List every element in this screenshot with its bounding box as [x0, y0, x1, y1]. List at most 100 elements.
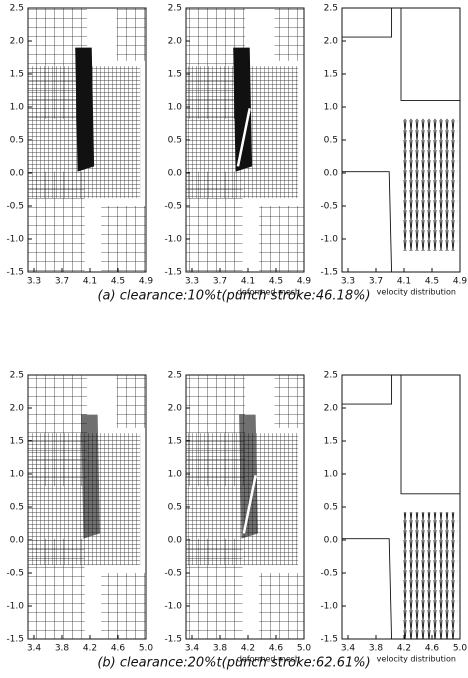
y-tick-label: -1.5 [6, 268, 24, 278]
y-tick-label: 0.5 [324, 136, 338, 146]
y-tick-label: 2.5 [168, 4, 182, 14]
x-tick-label: 4.2 [241, 644, 255, 654]
x-tick-label: 4.9 [139, 277, 154, 287]
mesh-right [259, 206, 304, 272]
y-tick-label: -1.0 [164, 602, 182, 612]
y-tick-label: -1.5 [320, 268, 338, 278]
y-tick-label: 1.0 [324, 470, 339, 480]
punch-outline [342, 8, 460, 101]
x-tick-label: 5.0 [139, 644, 154, 654]
y-tick-label: 0.0 [10, 169, 25, 179]
y-tick-label: 2.0 [324, 37, 339, 47]
y-tick-label: 1.5 [168, 437, 182, 447]
y-tick-label: -1.0 [320, 602, 338, 612]
panel-label: velocity distribution [377, 655, 456, 664]
y-tick-label: 1.0 [10, 103, 25, 113]
y-tick-label: 1.5 [324, 70, 338, 80]
x-tick-label: 4.6 [269, 644, 284, 654]
y-tick-label: 2.5 [324, 371, 338, 381]
punch-zone [239, 414, 258, 539]
y-tick-label: -1.5 [164, 268, 182, 278]
mesh-right [259, 573, 304, 639]
panel-label: velocity distribution [377, 288, 456, 297]
panel: 2.5 2.0 1.5 1.0 0.5 0.0 -0.5 -1.0 -1.53.4 3.8 4.2 4… [6, 371, 153, 654]
y-tick-label: 1.5 [168, 70, 182, 80]
y-tick-label: 1.0 [168, 103, 183, 113]
x-tick-label: 4.9 [297, 277, 312, 287]
y-tick-label: 0.0 [168, 169, 183, 179]
y-tick-label: -1.0 [6, 235, 24, 245]
x-tick-label: 3.4 [185, 644, 200, 654]
y-tick-label: 0.5 [324, 503, 338, 513]
x-tick-label: 3.8 [55, 644, 70, 654]
x-tick-label: 3.7 [369, 277, 383, 287]
y-tick-label: 0.0 [324, 169, 339, 179]
mesh-top-right [116, 375, 146, 428]
x-tick-label: 4.5 [269, 277, 283, 287]
y-tick-label: -0.5 [6, 569, 24, 579]
x-tick-label: 5.0 [453, 644, 468, 654]
y-tick-label: -0.5 [320, 202, 338, 212]
y-tick-label: 1.5 [324, 437, 338, 447]
y-tick-label: 2.0 [10, 37, 25, 47]
y-tick-label: 2.5 [10, 371, 24, 381]
y-tick-label: 2.0 [10, 404, 25, 414]
punch-zone [233, 47, 253, 172]
mesh-right [101, 206, 146, 272]
y-tick-label: -1.0 [320, 235, 338, 245]
figure-caption: (a) clearance:10%t(punch stroke:46.18%) [97, 289, 370, 304]
x-tick-label: 4.1 [83, 277, 97, 287]
y-tick-label: 2.5 [324, 4, 338, 14]
velocity-field [401, 512, 458, 639]
panel-label: deformed mesh [237, 288, 300, 297]
panel-label: deformed mesh [237, 655, 300, 664]
x-tick-label: 4.2 [83, 644, 97, 654]
x-tick-label: 3.7 [55, 277, 69, 287]
y-tick-label: 0.0 [10, 536, 25, 546]
mesh-top-right [274, 8, 304, 61]
y-tick-label: -0.5 [164, 202, 182, 212]
x-tick-label: 4.6 [111, 644, 126, 654]
y-tick-label: 2.5 [168, 371, 182, 381]
y-tick-label: -1.0 [6, 602, 24, 612]
mesh-top-right [116, 8, 146, 61]
x-tick-label: 4.6 [425, 644, 440, 654]
x-tick-label: 4.1 [397, 277, 411, 287]
y-tick-label: 1.5 [10, 70, 24, 80]
y-tick-label: 2.0 [168, 404, 183, 414]
die-outline [342, 538, 393, 640]
y-tick-label: -1.0 [164, 235, 182, 245]
y-tick-label: 2.5 [10, 4, 24, 14]
y-tick-label: -0.5 [6, 202, 24, 212]
x-tick-label: 3.3 [185, 277, 199, 287]
x-tick-label: 3.3 [341, 277, 355, 287]
die-outline [342, 171, 393, 273]
velocity-field [401, 118, 458, 251]
x-tick-label: 3.3 [27, 277, 41, 287]
y-tick-label: 0.0 [168, 536, 183, 546]
punch-zone [75, 47, 95, 172]
x-tick-label: 3.7 [213, 277, 227, 287]
y-tick-label: 1.0 [168, 470, 183, 480]
x-tick-label: 4.5 [425, 277, 439, 287]
mesh-right [101, 573, 146, 639]
x-tick-label: 4.9 [453, 277, 468, 287]
y-tick-label: -0.5 [320, 569, 338, 579]
y-tick-label: -1.5 [6, 635, 24, 645]
y-tick-label: 0.5 [168, 503, 182, 513]
x-tick-label: 3.4 [341, 644, 356, 654]
punch-outline [342, 375, 460, 495]
y-tick-label: 0.5 [168, 136, 182, 146]
y-tick-label: 0.5 [10, 136, 24, 146]
panel: 2.5 2.0 1.5 1.0 0.5 0.0 -0.5 -1.0 -1.53.3 3.7 4.1 4… [6, 4, 153, 287]
x-tick-label: 4.1 [241, 277, 255, 287]
crack [242, 475, 257, 534]
punch-zone [81, 414, 100, 539]
x-tick-label: 3.8 [369, 644, 384, 654]
y-tick-label: 1.5 [10, 437, 24, 447]
y-tick-label: 0.5 [10, 503, 24, 513]
y-tick-label: -1.5 [320, 635, 338, 645]
panel: 2.5 2.0 1.5 1.0 0.5 0.0 -0.5 -1.0 -1.53.4 3.8 4.2 4… [164, 371, 311, 664]
y-tick-label: 1.0 [10, 470, 25, 480]
